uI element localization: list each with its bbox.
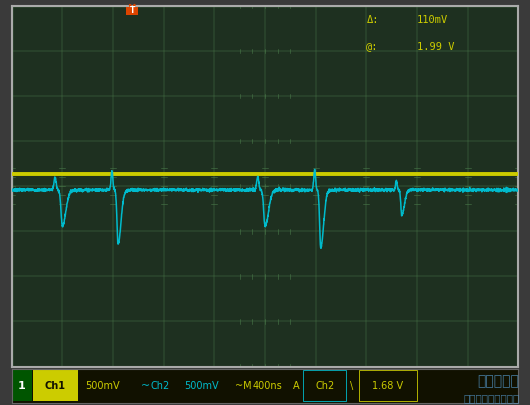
- Text: 500mV: 500mV: [184, 381, 218, 391]
- Bar: [33, 370, 77, 401]
- Text: \: \: [350, 381, 354, 391]
- Text: Ch2: Ch2: [151, 381, 170, 391]
- FancyBboxPatch shape: [126, 7, 138, 15]
- Text: 1.68 V: 1.68 V: [372, 381, 403, 391]
- Bar: [303, 370, 346, 401]
- Text: 110mV: 110mV: [417, 15, 448, 25]
- Text: 400ns: 400ns: [252, 381, 282, 391]
- Text: 易述拓培训: 易述拓培训: [478, 374, 519, 388]
- Text: Ch2: Ch2: [315, 381, 334, 391]
- Text: ~M: ~M: [235, 381, 251, 391]
- Text: @:: @:: [366, 42, 379, 52]
- Text: 500mV: 500mV: [85, 381, 120, 391]
- Text: A: A: [293, 381, 299, 391]
- Bar: [359, 370, 417, 401]
- Bar: [12, 370, 32, 401]
- Text: Ch1: Ch1: [45, 381, 66, 391]
- Text: Δ:: Δ:: [366, 15, 379, 25]
- Text: 1.99 V: 1.99 V: [417, 42, 455, 52]
- Text: T: T: [129, 6, 135, 15]
- Text: 射频和天线设计专家: 射频和天线设计专家: [463, 394, 519, 403]
- Text: 1: 1: [18, 381, 25, 391]
- Text: ~: ~: [141, 381, 150, 391]
